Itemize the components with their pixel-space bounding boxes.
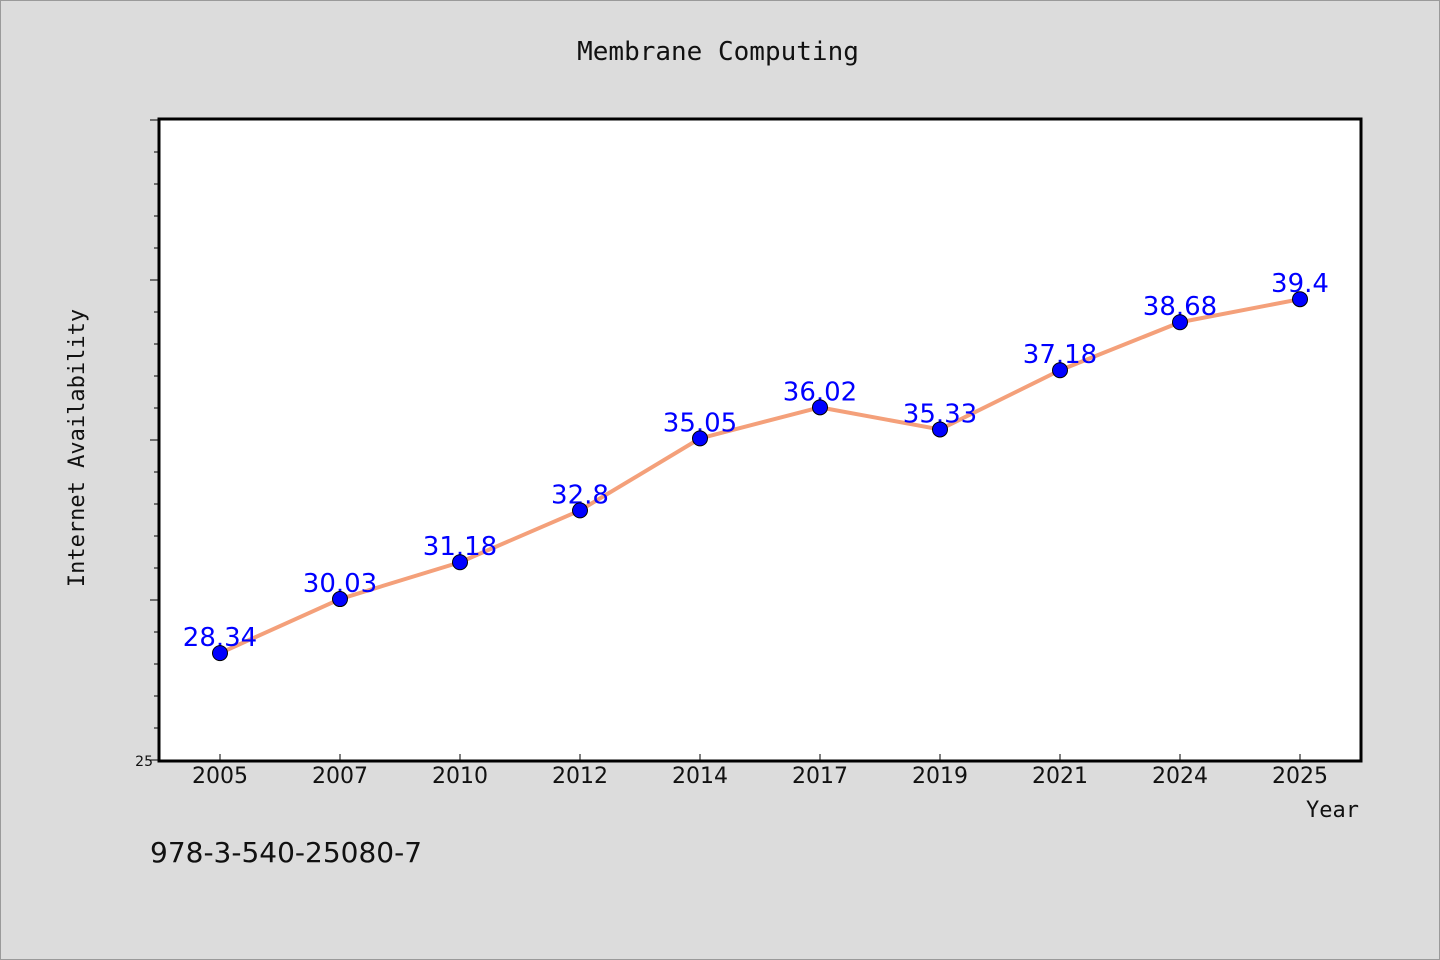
x-tick-label: 2014: [672, 764, 728, 789]
x-tick-label: 2021: [1032, 764, 1088, 789]
chart-title: Membrane Computing: [577, 37, 859, 67]
x-tick-label: 2019: [912, 764, 968, 789]
x-tick-label: 2025: [1272, 764, 1328, 789]
series-line: [219, 297, 1301, 655]
data-point: [452, 554, 468, 571]
data-point: [212, 645, 228, 662]
data-point: [692, 430, 708, 447]
x-tick-label: 2005: [192, 764, 248, 789]
data-point: [932, 421, 948, 438]
x-tick-label: 2024: [1152, 764, 1208, 789]
x-axis-title: Year: [1306, 798, 1359, 823]
x-tick-label: 2017: [792, 764, 848, 789]
y-tick-label-min: 25: [135, 754, 153, 770]
x-tick-label: 2010: [432, 764, 488, 789]
x-tick-label: 2012: [552, 764, 608, 789]
x-tick-label: 2007: [312, 764, 368, 789]
data-point: [1292, 291, 1308, 308]
plot-area: [157, 117, 1363, 763]
data-point: [1172, 314, 1188, 331]
y-axis-title: Internet Availability: [65, 309, 90, 587]
isbn-label: 978-3-540-25080-7: [150, 836, 422, 869]
x-axis-ticks: 2005 2007 2010 2012 2014 2017 2019 2021 2024 2025: [192, 754, 1328, 789]
data-point: [1052, 362, 1068, 379]
data-point: [812, 399, 828, 416]
series-layer: 28.3430.0331.1832.835.0536.0235.3337.183…: [183, 269, 1329, 662]
data-point: [332, 591, 348, 608]
y-axis-ticks: [150, 119, 160, 761]
data-point: [572, 502, 588, 519]
